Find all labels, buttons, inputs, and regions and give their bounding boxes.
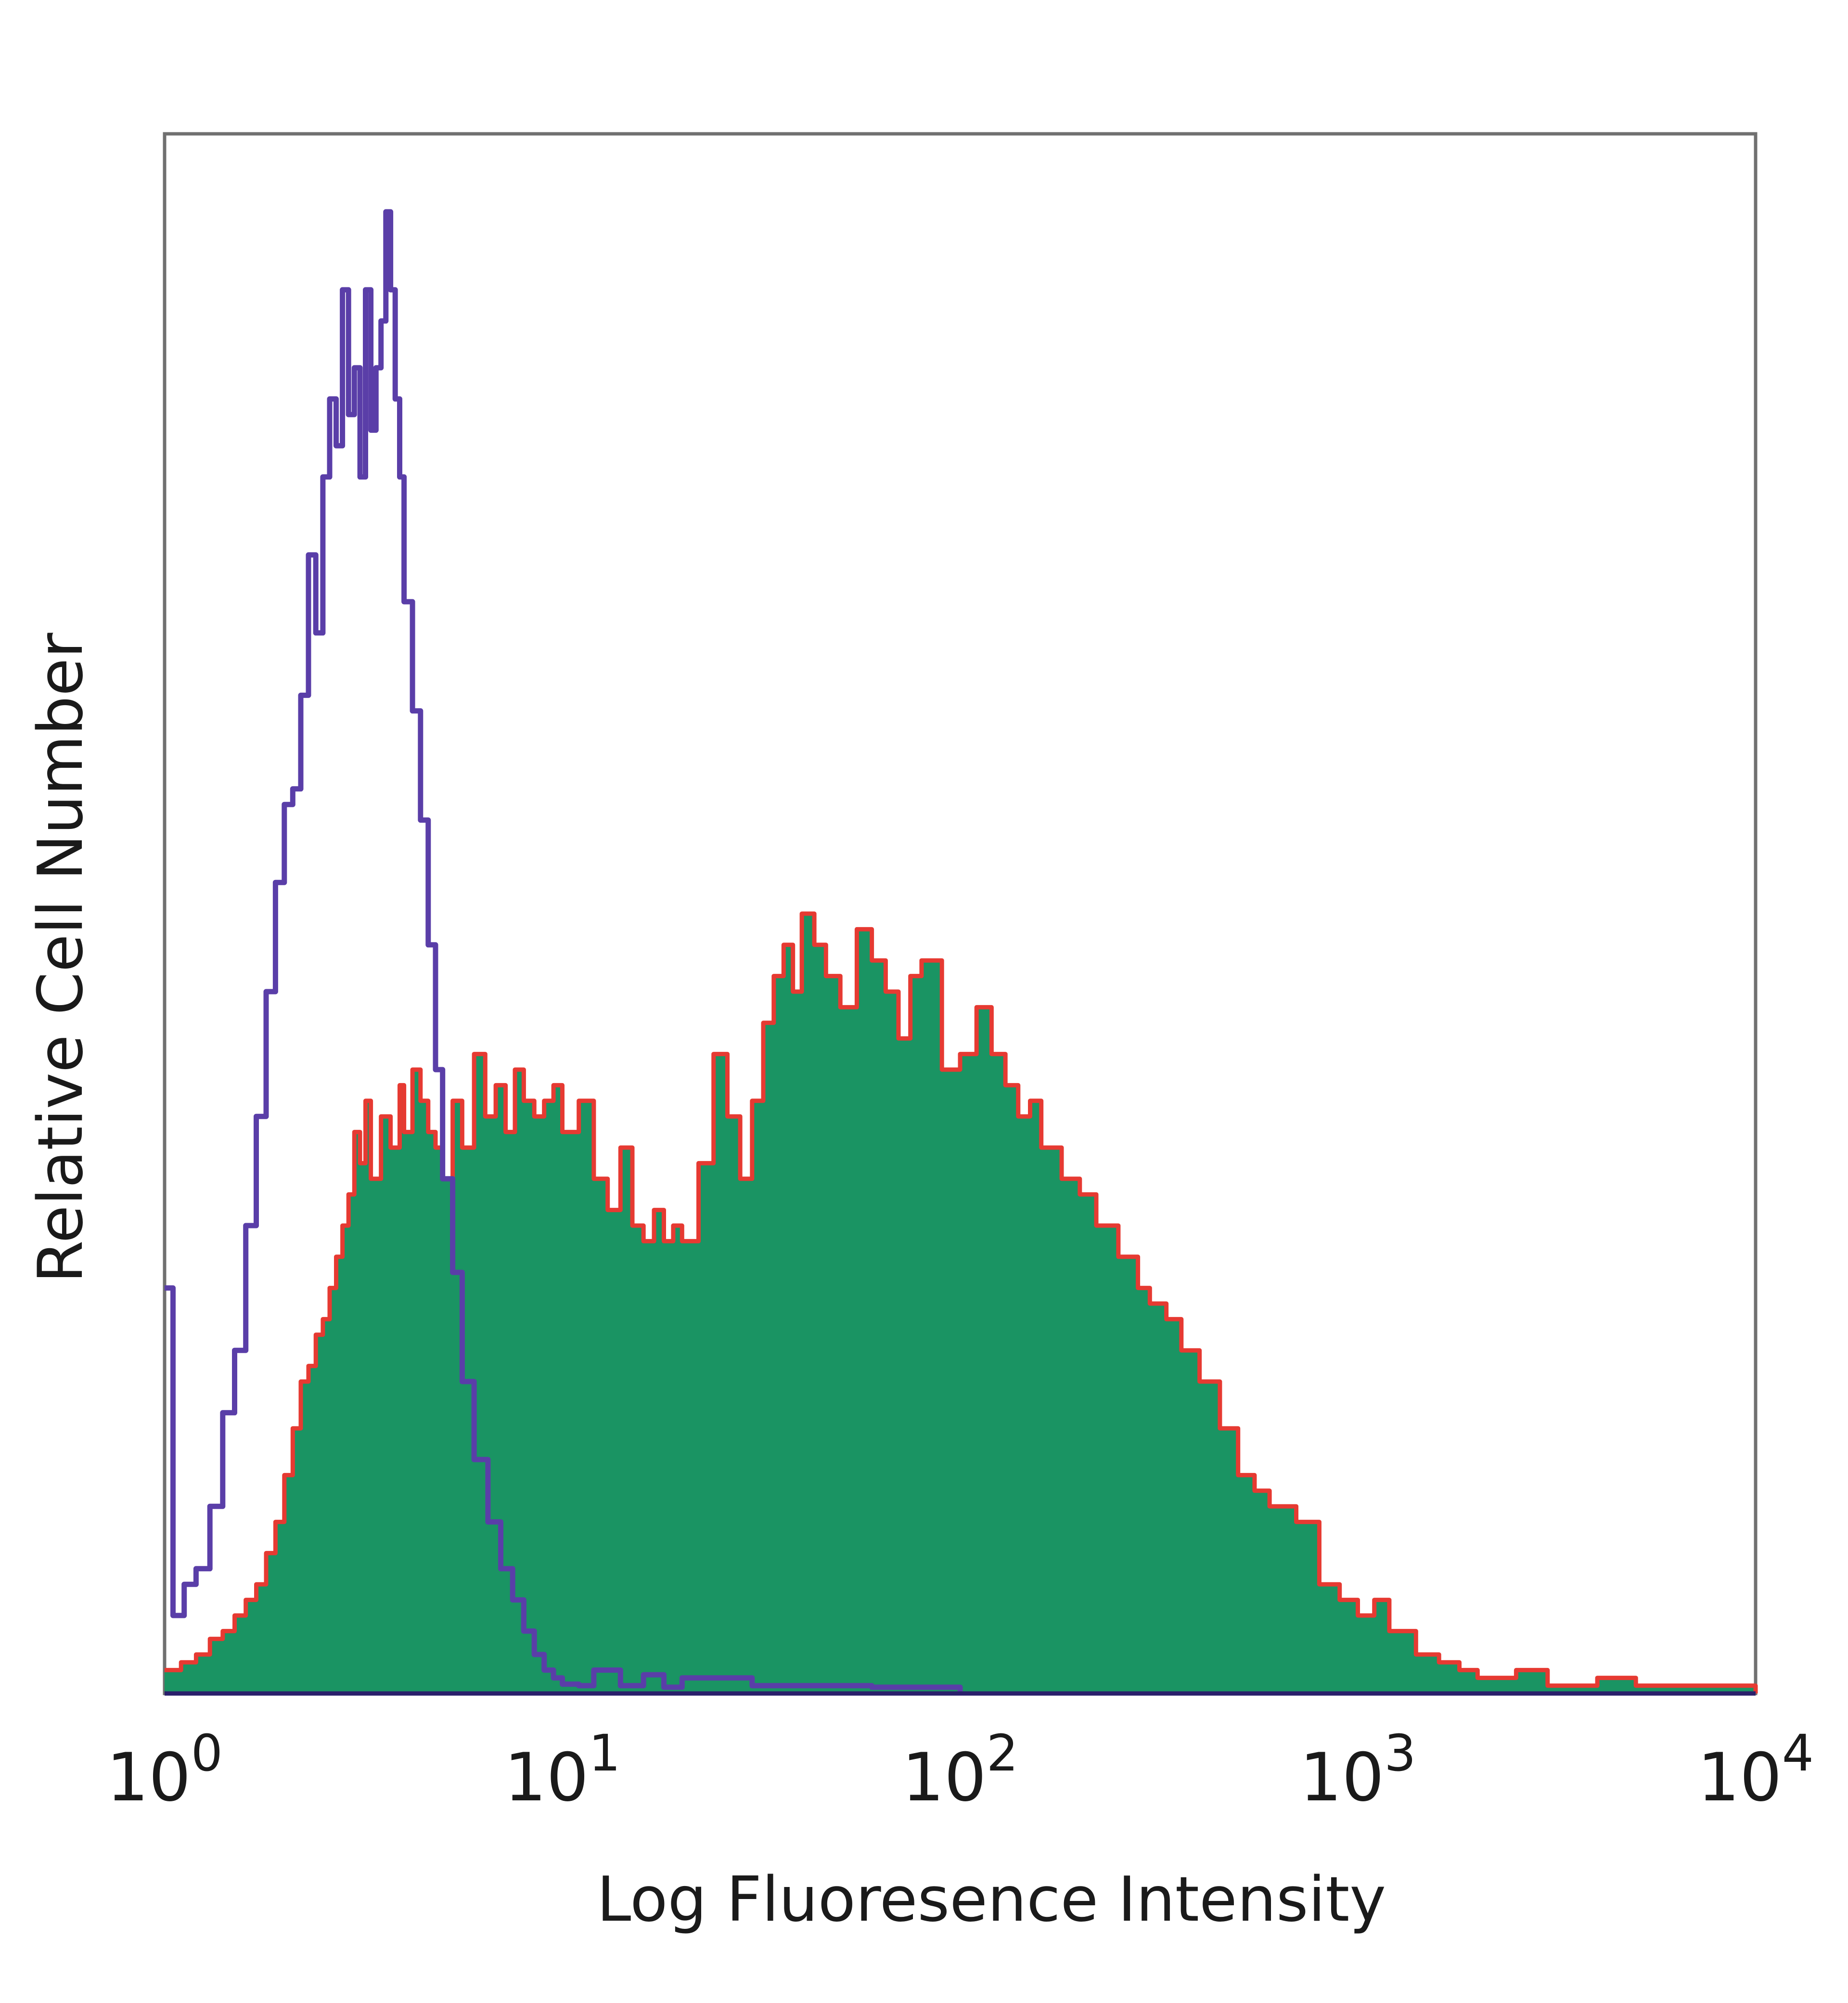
x-tick-base: 10 — [1300, 1739, 1385, 1816]
series-control-line — [165, 209, 963, 1693]
x-tick-label: 102 — [902, 1724, 1018, 1816]
x-tick-label: 104 — [1697, 1724, 1814, 1816]
x-tick-base: 10 — [106, 1739, 191, 1816]
x-tick-base: 10 — [902, 1739, 987, 1816]
x-tick-label: 101 — [504, 1724, 621, 1816]
x-tick-exponent: 2 — [987, 1724, 1018, 1783]
x-tick-base: 10 — [504, 1739, 589, 1816]
x-tick-label: 103 — [1300, 1724, 1416, 1816]
y-axis-label: Relative Cell Number — [25, 633, 97, 1283]
x-tick-base: 10 — [1697, 1739, 1782, 1816]
x-tick-group: 100 101 102 103 104 — [106, 1724, 1814, 1816]
x-axis-label: Log Fluoresence Intensity — [597, 1864, 1386, 1936]
series-stained-outline — [165, 911, 1758, 1693]
x-tick-exponent: 1 — [589, 1724, 620, 1783]
x-tick-exponent: 4 — [1782, 1724, 1814, 1783]
x-tick-exponent: 0 — [191, 1724, 223, 1783]
plot-area — [163, 132, 1758, 1696]
x-tick-exponent: 3 — [1384, 1724, 1416, 1783]
x-tick-label: 100 — [106, 1724, 223, 1816]
